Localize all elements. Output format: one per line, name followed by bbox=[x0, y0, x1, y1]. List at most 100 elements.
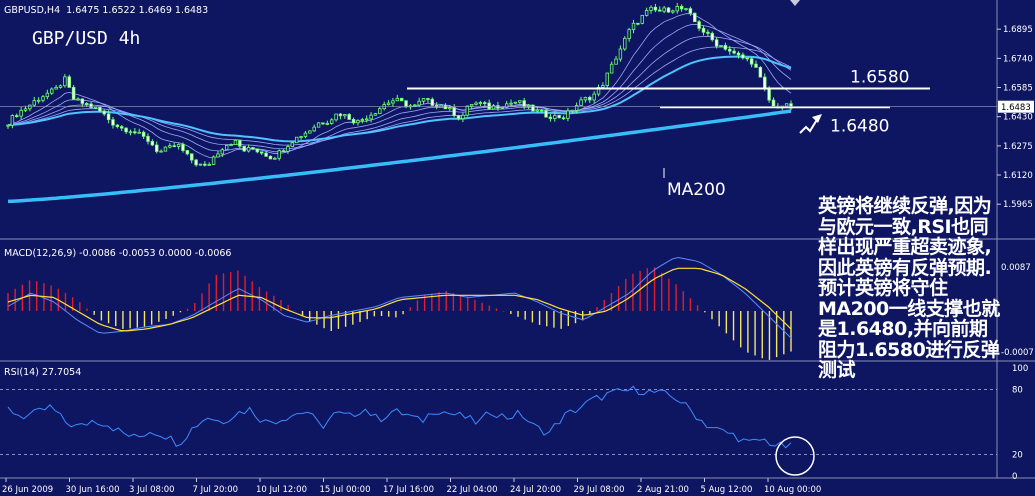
candle-body bbox=[487, 102, 491, 110]
candle-body bbox=[728, 48, 732, 52]
candle-body bbox=[273, 157, 277, 160]
candle-body bbox=[588, 97, 592, 101]
time-tick-label: 2 Aug 21:00 bbox=[637, 485, 689, 495]
candle-body bbox=[303, 132, 308, 137]
time-tick-label: 22 Jul 04:00 bbox=[447, 485, 498, 495]
candle-body bbox=[229, 144, 233, 147]
candle-body bbox=[723, 44, 728, 50]
candle-body bbox=[128, 131, 133, 134]
candle-body bbox=[697, 21, 701, 29]
analysis-commentary: 英镑将继续反弹,因为 与欧元一致,RSI也同 样出现严重超卖迹象, 因此英镑有反… bbox=[818, 195, 1000, 381]
candle-body bbox=[474, 102, 478, 105]
candle-body bbox=[120, 126, 124, 129]
candle-body bbox=[277, 150, 281, 159]
candle-body bbox=[601, 85, 605, 88]
candle-body bbox=[32, 100, 36, 106]
candle-body bbox=[448, 107, 452, 110]
candle-body bbox=[329, 119, 334, 124]
candle-body bbox=[233, 140, 238, 146]
candle-body bbox=[19, 109, 23, 117]
candle-body bbox=[465, 105, 470, 116]
candle-body bbox=[430, 98, 435, 106]
candle-body bbox=[50, 88, 54, 94]
candle-body bbox=[539, 109, 544, 112]
ma-ribbon-line bbox=[7, 55, 792, 143]
price-tick-label: 1.6275 bbox=[1003, 142, 1033, 152]
candle-body bbox=[535, 109, 540, 112]
candle-body bbox=[133, 131, 137, 134]
candle-body bbox=[649, 6, 653, 11]
time-tick-label: 26 Jun 2009 bbox=[2, 485, 53, 495]
candle-body bbox=[290, 142, 295, 147]
candle-body bbox=[325, 122, 330, 125]
candle-body bbox=[605, 72, 609, 86]
chart-shift-marker-icon[interactable] bbox=[790, 0, 800, 6]
candle-body bbox=[640, 14, 644, 24]
candle-body bbox=[124, 127, 128, 133]
macd-signal-line bbox=[7, 267, 792, 332]
candle-body bbox=[102, 110, 106, 115]
candle-body bbox=[294, 136, 299, 144]
price-tick-label: 1.6740 bbox=[1003, 54, 1033, 64]
candle-body bbox=[45, 92, 50, 98]
candle-body bbox=[592, 93, 596, 101]
candle-body bbox=[141, 131, 146, 137]
candle-body bbox=[211, 156, 216, 165]
candle-body bbox=[364, 118, 369, 121]
candle-body bbox=[557, 114, 561, 119]
candle-body bbox=[168, 145, 172, 148]
candle-body bbox=[500, 106, 505, 109]
candle-body bbox=[63, 76, 67, 87]
candle-body bbox=[763, 76, 767, 89]
candle-body bbox=[224, 144, 229, 151]
candle-body bbox=[623, 37, 627, 50]
candle-body bbox=[176, 143, 181, 147]
candle-body bbox=[421, 98, 426, 102]
candle-body bbox=[85, 103, 89, 105]
candle-body bbox=[666, 7, 671, 13]
ma200-line bbox=[7, 109, 792, 204]
macd-line bbox=[7, 256, 792, 339]
candle-body bbox=[684, 8, 688, 10]
candle-body bbox=[714, 39, 719, 47]
candle-body bbox=[404, 100, 408, 107]
candle-body bbox=[98, 106, 102, 112]
ma-ribbon-line bbox=[7, 23, 792, 153]
candle-body bbox=[334, 113, 338, 121]
candle-body bbox=[338, 113, 343, 117]
candle-body bbox=[207, 163, 211, 166]
candle-body bbox=[67, 76, 71, 88]
candle-body bbox=[767, 87, 771, 101]
candle-body bbox=[518, 100, 522, 103]
candle-body bbox=[181, 143, 185, 151]
candle-body bbox=[106, 113, 111, 121]
candle-body bbox=[513, 101, 518, 104]
candle-body bbox=[417, 100, 421, 106]
candle-body bbox=[15, 115, 19, 117]
rsi-tick-label: 20 bbox=[1012, 450, 1023, 460]
resistance-level-label: 1.6580 bbox=[850, 67, 909, 87]
time-tick-label: 29 Jul 08:00 bbox=[574, 485, 625, 495]
candle-body bbox=[10, 115, 15, 126]
candle-body bbox=[478, 102, 483, 104]
instrument-header: GBPUSD,H4 1.6475 1.6522 1.6469 1.6483 bbox=[4, 5, 208, 16]
candle-body bbox=[264, 152, 268, 157]
time-tick-label: 30 Jun 16:00 bbox=[66, 485, 120, 495]
rebound-arrow-icon bbox=[799, 117, 819, 134]
rsi-line bbox=[7, 385, 792, 449]
rsi-tick-label: 80 bbox=[1012, 386, 1023, 396]
candle-body bbox=[491, 105, 496, 110]
candle-body bbox=[23, 108, 28, 111]
candle-body bbox=[391, 100, 395, 104]
time-tick-label: 7 Jul 20:00 bbox=[193, 485, 239, 495]
time-tick-label: 10 Aug 00:00 bbox=[764, 485, 821, 495]
candle-body bbox=[701, 27, 706, 33]
chart-title: GBP/USD 4h bbox=[32, 28, 141, 49]
candle-body bbox=[308, 130, 312, 134]
ma200-label: MA200 bbox=[667, 180, 726, 200]
price-tick-label: 1.6895 bbox=[1003, 25, 1033, 35]
candle-body bbox=[596, 87, 601, 95]
candle-body bbox=[268, 155, 273, 160]
candle-body bbox=[413, 104, 417, 107]
